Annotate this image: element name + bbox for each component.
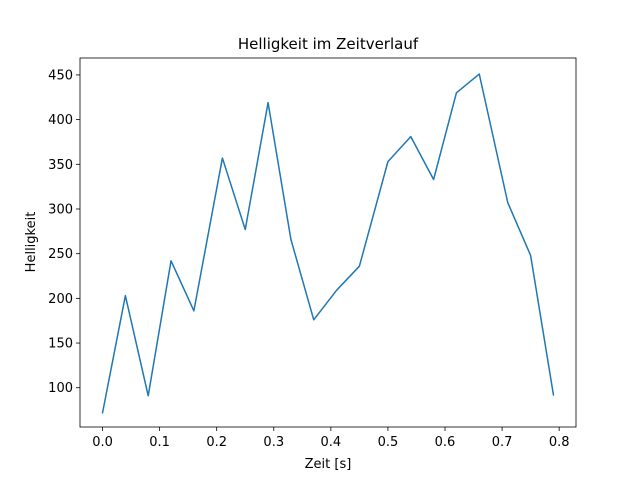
x-tick-label: 0.2 (206, 435, 227, 450)
x-tick-label: 0.4 (321, 435, 342, 450)
y-axis-label: Helligkeit (24, 212, 39, 273)
plot-frame (79, 57, 577, 428)
y-tick-label: 100 (48, 381, 73, 396)
x-axis-label: Zeit [s] (305, 457, 352, 472)
x-axis: 0.0 0.1 0.2 0.3 0.4 0.5 0.6 0.7 0.8 (92, 427, 570, 450)
x-tick-label: 0.5 (378, 435, 399, 450)
y-tick-label: 300 (48, 202, 73, 217)
chart-title: Helligkeit im Zeitverlauf (238, 35, 419, 53)
y-tick-label: 450 (48, 68, 73, 83)
y-tick-label: 400 (48, 113, 73, 128)
y-tick-label: 200 (48, 292, 73, 307)
x-tick-label: 0.1 (149, 435, 170, 450)
y-axis: 100 150 200 250 300 350 400 450 (48, 68, 80, 396)
y-tick-label: 250 (48, 247, 73, 262)
x-tick-label: 0.8 (549, 435, 570, 450)
x-tick-label: 0.0 (92, 435, 113, 450)
series-layer (101, 73, 555, 414)
series-line (101, 73, 555, 414)
y-tick-label: 150 (48, 337, 73, 352)
plot-area (80, 58, 576, 427)
x-tick-label: 0.6 (435, 435, 456, 450)
x-tick-label: 0.7 (492, 435, 513, 450)
x-tick-label: 0.3 (263, 435, 284, 450)
y-tick-label: 350 (48, 158, 73, 173)
